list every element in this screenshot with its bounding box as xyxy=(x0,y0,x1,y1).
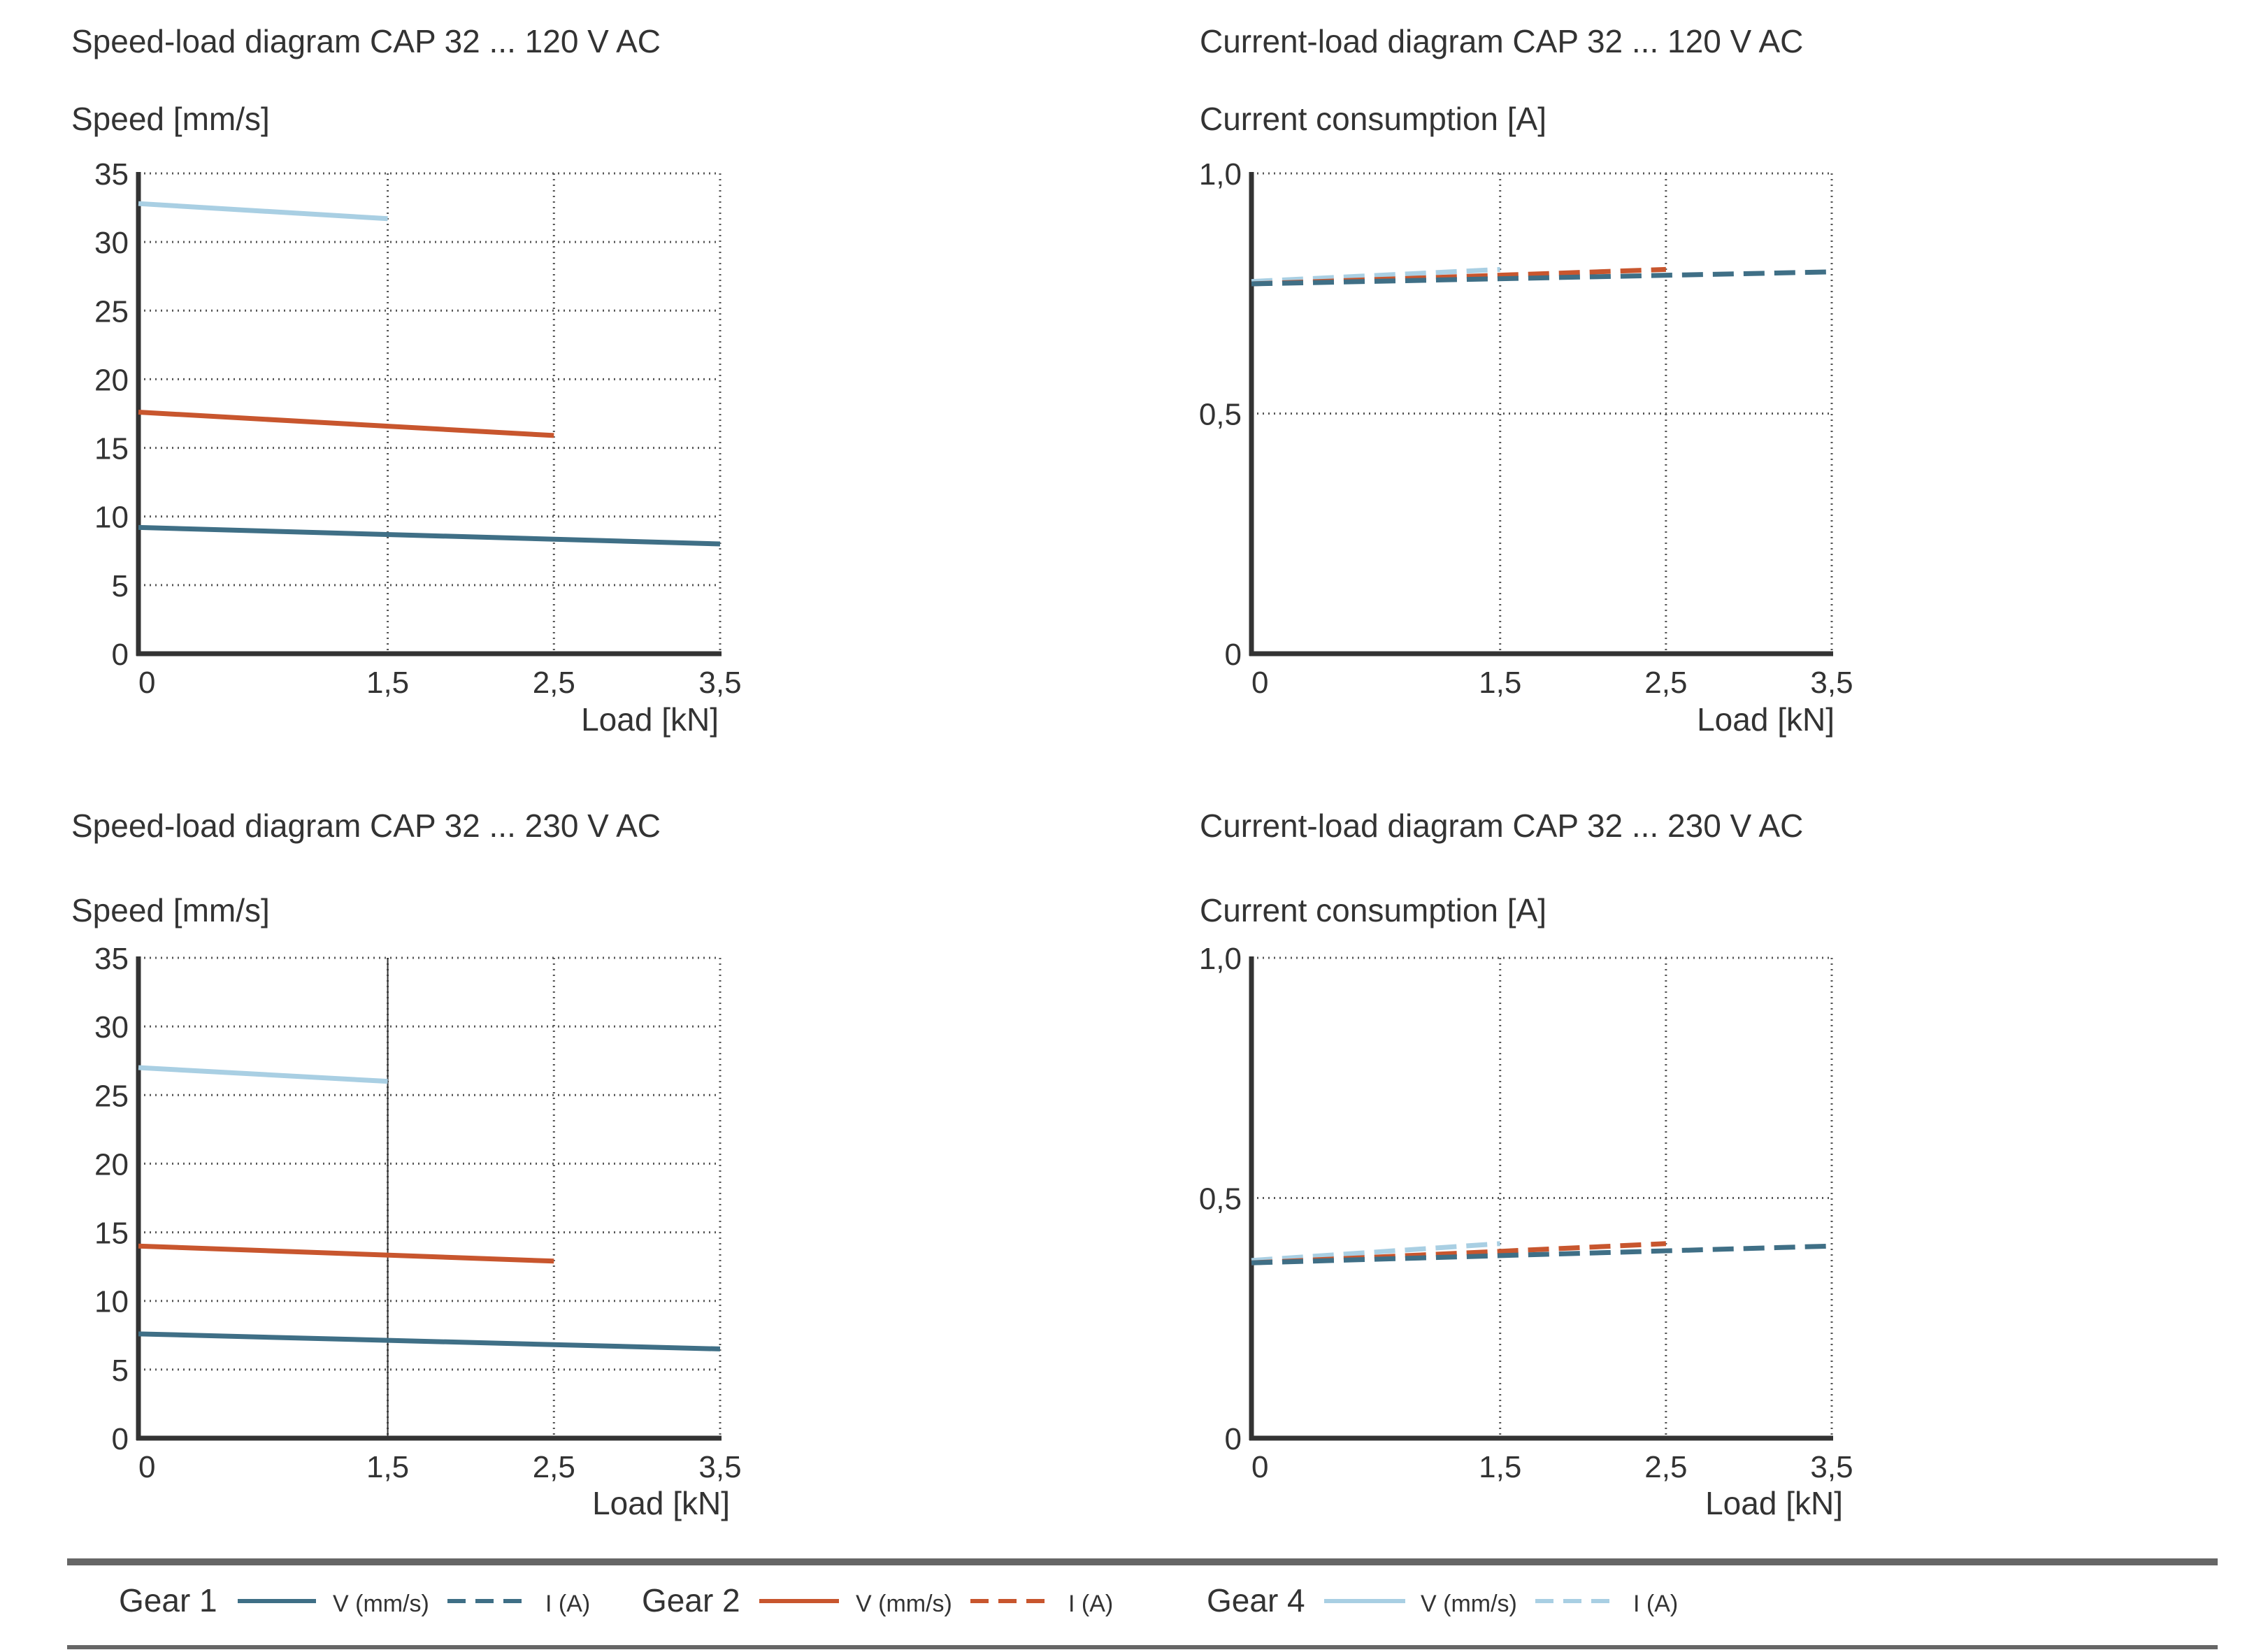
chart-title: Current-load diagram CAP 32 ... 230 V AC xyxy=(1200,808,1803,844)
y-tick-label: 35 xyxy=(94,942,129,976)
chart-title: Speed-load diagram CAP 32 ... 120 V AC xyxy=(71,23,661,59)
legend-group-gear-1: Gear 1 V (mm/s) I (A) xyxy=(119,1582,590,1619)
x-axis-label: Load [kN] xyxy=(1705,1485,1843,1521)
series-layer xyxy=(1251,1241,1832,1265)
legend-current-label: I (A) xyxy=(545,1591,590,1617)
legend-speed-label: V (mm/s) xyxy=(1421,1591,1517,1617)
legend-group-gear-4: Gear 4 V (mm/s) I (A) xyxy=(1207,1582,1678,1619)
grid-layer xyxy=(1251,172,1833,654)
x-tick-label: 2,5 xyxy=(1644,1450,1687,1484)
legend-gear-label: Gear 2 xyxy=(642,1582,740,1619)
y-tick-label: 5 xyxy=(112,1354,129,1388)
y-tick-label: 1,0 xyxy=(1199,942,1242,976)
axis-layer xyxy=(136,956,722,1441)
x-tick-label: 3,5 xyxy=(698,1450,741,1484)
series-line-gear4-current xyxy=(1251,266,1500,285)
axis-layer xyxy=(1249,956,1833,1441)
x-tick-label: 0 xyxy=(1251,666,1268,700)
x-tick-label: 1,5 xyxy=(1479,1450,1521,1484)
grid-layer xyxy=(138,172,722,654)
series-line-gear1-current xyxy=(1251,269,1832,287)
chart-title: Speed-load diagram CAP 32 ... 230 V AC xyxy=(71,808,661,844)
series-line-gear4-speed xyxy=(138,1065,388,1084)
y-tick-label: 25 xyxy=(94,294,129,329)
y-tick-label: 0,5 xyxy=(1199,1182,1242,1217)
y-tick-label: 0,5 xyxy=(1199,398,1242,432)
legend-current-label: I (A) xyxy=(1633,1591,1678,1617)
legend-speed-label: V (mm/s) xyxy=(856,1591,952,1617)
y-tick-label: 0 xyxy=(1225,638,1242,672)
axis-layer xyxy=(136,172,722,657)
x-tick-label: 2,5 xyxy=(1644,666,1687,700)
y-tick-label: 0 xyxy=(112,1422,129,1456)
y-tick-label: 10 xyxy=(94,1285,129,1319)
legend-group-gear-2: Gear 2 V (mm/s) I (A) xyxy=(642,1582,1113,1619)
y-tick-label: 1,0 xyxy=(1199,157,1242,192)
x-tick-label: 0 xyxy=(1251,1450,1268,1484)
y-axis-label: Current consumption [A] xyxy=(1200,101,1546,137)
y-axis-label: Speed [mm/s] xyxy=(71,892,270,928)
y-tick-label: 20 xyxy=(94,363,129,397)
legend-current-label: I (A) xyxy=(1068,1591,1113,1617)
y-axis-label: Current consumption [A] xyxy=(1200,892,1546,928)
series-line-gear1-speed xyxy=(138,1331,721,1351)
legend-gear-label: Gear 4 xyxy=(1207,1582,1305,1619)
grid-layer xyxy=(138,956,722,1438)
series-line-gear4-speed xyxy=(138,201,388,222)
series-line-gear2-speed xyxy=(138,410,554,438)
x-tick-label: 2,5 xyxy=(533,1450,575,1484)
x-tick-label: 0 xyxy=(138,1450,155,1484)
chart-speed-120v: Speed-load diagram CAP 32 ... 120 V AC S… xyxy=(71,23,742,738)
y-tick-label: 15 xyxy=(94,432,129,466)
series-line-gear1-speed xyxy=(138,524,721,547)
y-tick-label: 0 xyxy=(1225,1422,1242,1456)
x-tick-label: 1,5 xyxy=(366,666,409,700)
x-tick-label: 0 xyxy=(138,666,155,700)
x-axis-label: Load [kN] xyxy=(581,701,719,738)
x-tick-label: 3,5 xyxy=(1810,666,1853,700)
y-axis-label: Speed [mm/s] xyxy=(71,101,270,137)
legend: Gear 1 V (mm/s) I (A) Gear 2 V (mm/s) I … xyxy=(67,1558,2218,1649)
grid-layer xyxy=(1251,956,1833,1438)
tick-layer: 0 5 10 15 20 25 30 35 0 1,5 2,5 3,5 xyxy=(94,942,742,1484)
series-line-gear1-current xyxy=(1251,1243,1832,1265)
chart-title: Current-load diagram CAP 32 ... 120 V AC xyxy=(1200,23,1803,59)
tick-layer: 0 5 10 15 20 25 30 35 0 1,5 2,5 3,5 xyxy=(94,157,742,700)
x-axis-label: Load [kN] xyxy=(592,1485,730,1521)
x-tick-label: 1,5 xyxy=(366,1450,409,1484)
y-tick-label: 20 xyxy=(94,1147,129,1182)
x-axis-label: Load [kN] xyxy=(1697,701,1835,738)
chart-current-230v: Current-load diagram CAP 32 ... 230 V AC… xyxy=(1199,808,1853,1521)
chart-speed-230v: Speed-load diagram CAP 32 ... 230 V AC S… xyxy=(71,808,742,1521)
x-tick-label: 2,5 xyxy=(533,666,575,700)
series-line-gear2-speed xyxy=(138,1243,554,1264)
y-tick-label: 10 xyxy=(94,501,129,535)
x-tick-label: 3,5 xyxy=(1810,1450,1853,1484)
y-tick-label: 35 xyxy=(94,157,129,192)
x-tick-label: 3,5 xyxy=(698,666,741,700)
axis-layer xyxy=(1249,172,1833,657)
series-layer xyxy=(138,201,721,547)
series-layer xyxy=(138,1065,721,1351)
y-tick-label: 5 xyxy=(112,569,129,603)
tick-layer: 0 0,5 1,0 0 1,5 2,5 3,5 xyxy=(1199,942,1853,1484)
series-line-gear4-current xyxy=(1251,1241,1500,1263)
legend-gear-label: Gear 1 xyxy=(119,1582,217,1619)
x-tick-label: 1,5 xyxy=(1479,666,1521,700)
y-tick-label: 30 xyxy=(94,226,129,260)
chart-current-120v: Current-load diagram CAP 32 ... 120 V AC… xyxy=(1199,23,1853,738)
y-tick-label: 25 xyxy=(94,1079,129,1113)
tick-layer: 0 0,5 1,0 0 1,5 2,5 3,5 xyxy=(1199,157,1853,700)
y-tick-label: 30 xyxy=(94,1010,129,1045)
y-tick-label: 0 xyxy=(112,638,129,672)
series-layer xyxy=(1251,266,1832,287)
legend-speed-label: V (mm/s) xyxy=(333,1591,429,1617)
y-tick-label: 15 xyxy=(94,1217,129,1251)
